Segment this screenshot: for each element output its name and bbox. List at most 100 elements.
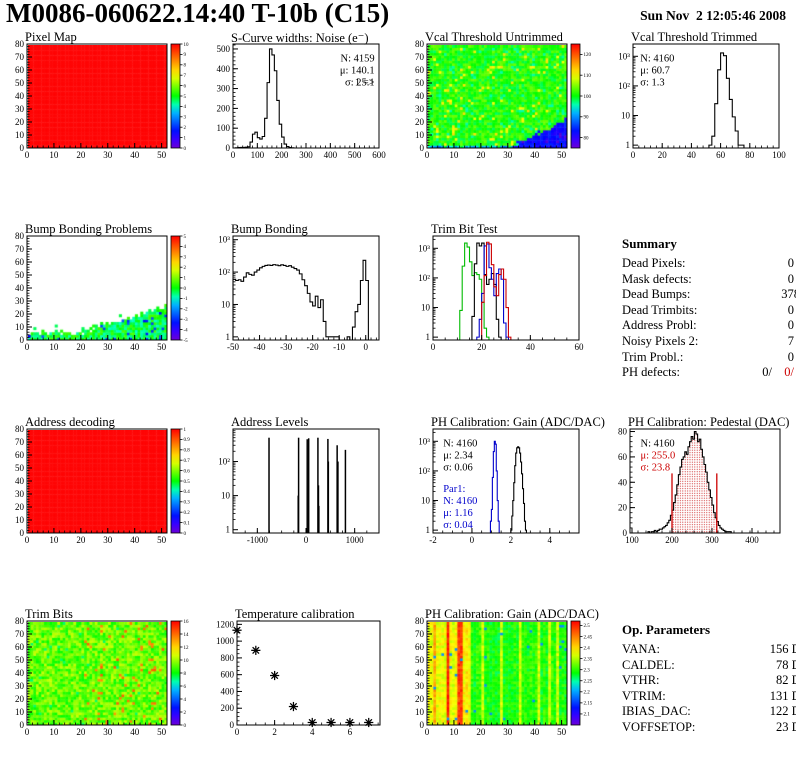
svg-text:0: 0 [231, 150, 236, 160]
svg-text:-30: -30 [280, 342, 292, 352]
summary-value: 0 [787, 349, 794, 364]
svg-text:0: 0 [420, 720, 425, 730]
svg-text:50: 50 [15, 270, 25, 280]
summary-value: 0 [787, 318, 794, 333]
svg-text:80: 80 [745, 150, 755, 160]
ph-defects-red: 0/ [784, 365, 794, 380]
svg-text:6: 6 [184, 685, 187, 690]
svg-text:8: 8 [184, 64, 187, 69]
svg-text:16: 16 [184, 620, 190, 625]
svg-text:400: 400 [217, 64, 231, 74]
ph-defects-values: 0/0/0 [750, 365, 796, 381]
svg-text:40: 40 [15, 91, 25, 101]
op-parameters-panel: Op. Parameters VANA: 156 DAC CALDEL: 78 DA… [622, 622, 796, 736]
summary-row-dead-trimbits: Dead Trimbits: 0 [622, 303, 796, 319]
plot-frame [629, 428, 781, 534]
svg-text:40: 40 [15, 283, 25, 293]
panel-ph-pedestal: PH Calibration: Pedestal (DAC) 100 200 300 4… [600, 413, 796, 599]
svg-text:0: 0 [20, 143, 25, 153]
summary-value: 0 [787, 271, 794, 286]
svg-text:μ: 255.0: μ: 255.0 [641, 450, 676, 461]
histogram-series-0 [633, 52, 779, 149]
svg-text:12: 12 [184, 646, 190, 651]
svg-text:10: 10 [449, 727, 459, 737]
svg-text:2: 2 [509, 535, 514, 545]
svg-text:σ: 0.04: σ: 0.04 [443, 520, 473, 531]
svg-text:40: 40 [415, 668, 425, 678]
svg-text:0.5: 0.5 [184, 480, 191, 485]
svg-text:20: 20 [476, 727, 486, 737]
svg-text:60: 60 [415, 642, 425, 652]
plot-frame [26, 428, 168, 534]
svg-text:N: 4160: N: 4160 [443, 438, 477, 449]
svg-text:-2: -2 [184, 308, 189, 313]
svg-text:10: 10 [415, 707, 425, 717]
svg-text:100: 100 [217, 123, 231, 133]
svg-text:0.4: 0.4 [184, 490, 191, 495]
svg-text:2.25: 2.25 [584, 680, 593, 685]
svg-text:20: 20 [15, 502, 25, 512]
panel-vcal-trimmed: Vcal Threshold Trimmed 0 20 40 60 80 100 1 10 10²… [600, 28, 796, 214]
svg-text:10: 10 [15, 130, 25, 140]
svg-text:N: 4160: N: 4160 [443, 496, 477, 507]
svg-text:0: 0 [184, 532, 187, 537]
plot-title: PH Calibration: Gain (ADC/DAC) [425, 607, 599, 621]
svg-text:200: 200 [221, 703, 235, 713]
svg-text:60: 60 [415, 65, 425, 75]
summary-label: Dead Bumps: [622, 287, 691, 302]
svg-text:0: 0 [226, 143, 231, 153]
svg-text:400: 400 [745, 535, 759, 545]
svg-text:N: 4160: N: 4160 [641, 438, 675, 449]
svg-text:20: 20 [15, 694, 25, 704]
svg-text:-20: -20 [307, 342, 319, 352]
svg-text:0: 0 [184, 724, 187, 729]
svg-text:10: 10 [415, 130, 425, 140]
svg-text:4: 4 [310, 727, 315, 737]
summary-label: Dead Pixels: [622, 256, 686, 270]
annotation: 1 => [355, 78, 375, 89]
summary-value: 378 [781, 287, 796, 302]
svg-text:80: 80 [15, 39, 25, 49]
svg-text:10³: 10³ [418, 436, 430, 446]
op-row-vtrim: VTRIM: 131 DAC [622, 689, 796, 705]
svg-text:N: 4159: N: 4159 [340, 53, 374, 64]
svg-text:0: 0 [425, 727, 430, 737]
svg-text:800: 800 [221, 653, 235, 663]
svg-text:30: 30 [503, 150, 513, 160]
svg-text:20: 20 [476, 150, 486, 160]
svg-text:4: 4 [184, 698, 187, 703]
svg-text:100: 100 [625, 535, 639, 545]
svg-text:200: 200 [665, 535, 679, 545]
summary-label: Address Probl: [622, 318, 697, 333]
colorbar: 0 1 2 3 4 5 6 7 8 9 10 [170, 43, 189, 152]
svg-text:10: 10 [49, 727, 59, 737]
svg-text:30: 30 [415, 104, 425, 114]
plot-title: Trim Bits [25, 607, 73, 621]
op-value: 82 DAC [775, 673, 796, 688]
ph-defects-black: 0/ [762, 365, 772, 380]
plot-frame [426, 620, 568, 726]
plot-title: S-Curve widths: Noise (e⁻) [231, 31, 369, 45]
plot-frame [232, 428, 380, 534]
heatmap-canvas [27, 44, 167, 148]
svg-text:2.15: 2.15 [584, 702, 593, 707]
plot-svg: -1000 0 1000 1 10 10² [218, 428, 380, 545]
plot-frame [236, 620, 381, 726]
summary-label: Noisy Pixels 2: [622, 333, 699, 348]
plot-frame [632, 43, 780, 149]
plot-title: Address decoding [25, 415, 115, 429]
svg-text:20: 20 [415, 117, 425, 127]
svg-text:40: 40 [415, 91, 425, 101]
svg-text:40: 40 [530, 727, 540, 737]
summary-label: Mask defects: [622, 271, 692, 286]
colorbar: 0 2 4 6 8 10 12 14 16 [170, 620, 190, 729]
svg-text:4: 4 [184, 245, 187, 250]
summary-value: 7 [787, 333, 794, 348]
